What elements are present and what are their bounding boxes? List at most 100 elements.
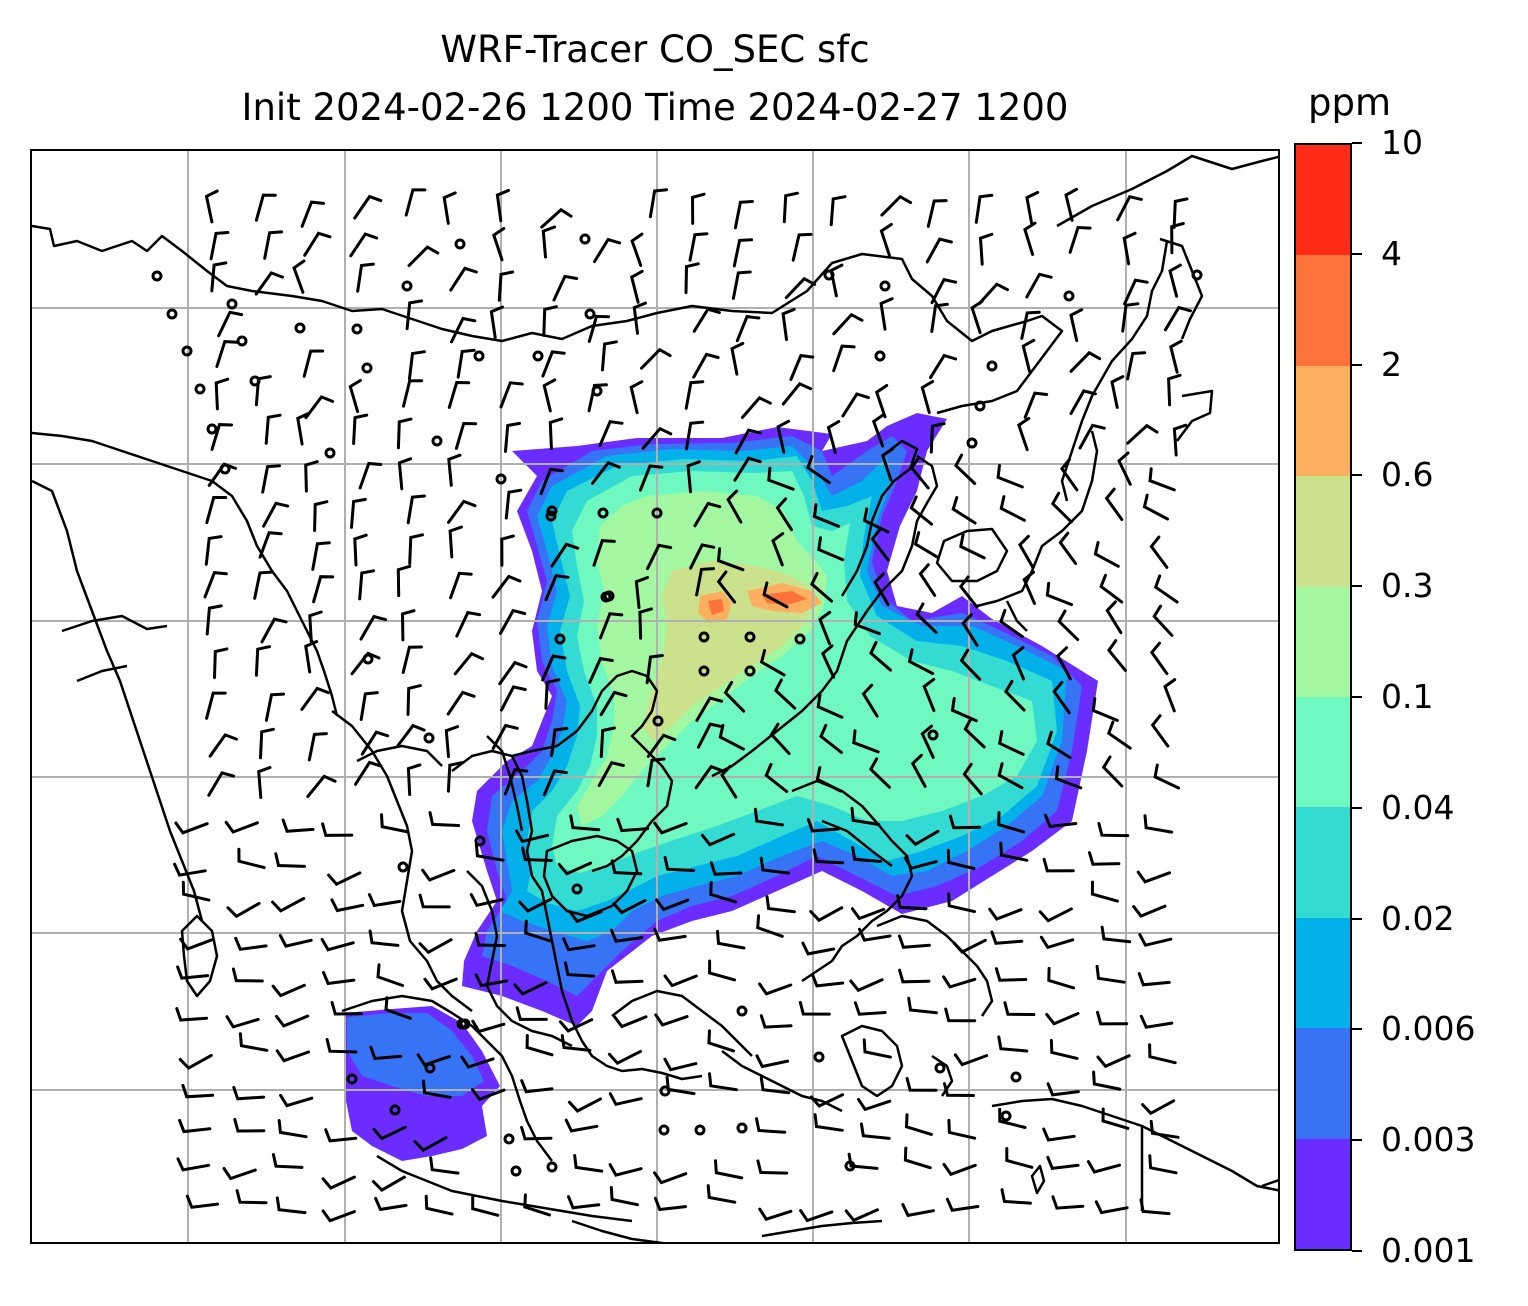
wind-barb	[275, 1049, 310, 1063]
wind-barb	[423, 977, 458, 991]
wind-barb	[1169, 339, 1183, 374]
wind-barb	[208, 733, 238, 758]
wind-barb	[947, 1118, 977, 1140]
wind-barb	[515, 829, 550, 844]
wind-barb	[253, 570, 274, 600]
calm-wind-marker	[362, 653, 374, 665]
wind-barb	[907, 648, 935, 675]
wind-barb	[723, 680, 746, 713]
wind-barb	[1106, 720, 1132, 750]
wind-barb	[609, 928, 644, 943]
calm-wind-marker	[194, 383, 206, 395]
wind-barb	[950, 697, 978, 723]
wind-barb	[601, 340, 618, 372]
wind-barb	[918, 563, 937, 597]
wind-barb	[690, 192, 706, 225]
wind-barb	[327, 871, 362, 887]
wind-barb	[871, 413, 885, 448]
wind-barb	[634, 576, 650, 610]
colorbar-tick-label: 0.003	[1381, 1120, 1476, 1160]
wind-barb	[359, 614, 388, 641]
colorbar-tick-label: 0.04	[1381, 787, 1455, 827]
wind-barb	[726, 489, 743, 524]
wind-barb	[176, 965, 210, 980]
wind-barb	[759, 1014, 793, 1029]
wind-barb	[773, 678, 797, 710]
wind-barb	[791, 232, 813, 262]
wind-barb	[330, 1000, 363, 1016]
calm-wind-marker	[744, 665, 756, 677]
wind-barb	[798, 1000, 831, 1016]
wind-barb	[806, 818, 840, 833]
calm-wind-marker	[503, 1133, 515, 1145]
wind-barb	[641, 426, 673, 450]
wind-barb	[758, 1207, 793, 1221]
wind-barb	[716, 929, 746, 950]
colorbar-tick-label: 0.006	[1381, 1009, 1476, 1049]
wind-barb	[1044, 813, 1078, 829]
wind-barb	[963, 717, 986, 749]
wind-barb	[321, 822, 354, 837]
wind-barb	[262, 501, 290, 528]
wind-barb	[629, 269, 644, 304]
wind-barb	[654, 1013, 689, 1027]
wind-barb	[300, 200, 325, 228]
wind-barb	[862, 1038, 892, 1059]
wind-barb	[776, 419, 791, 454]
wind-barb	[1069, 308, 1084, 343]
wind-barb	[765, 895, 796, 914]
map-title-line2: Init 2024-02-26 1200 Time 2024-02-27 120…	[241, 86, 1069, 129]
wind-barb	[453, 651, 485, 676]
wind-barb	[873, 572, 890, 607]
wind-barb	[653, 1171, 688, 1185]
wind-barb	[471, 1088, 506, 1102]
wind-barb	[568, 910, 603, 924]
wind-barb	[587, 314, 610, 343]
wind-barb	[552, 274, 579, 302]
wind-barb	[281, 818, 315, 833]
wind-barb	[217, 310, 244, 338]
wind-barb	[1046, 1082, 1080, 1097]
wind-barb	[608, 1163, 643, 1177]
wind-barb	[1123, 278, 1149, 306]
wind-barb	[424, 1194, 454, 1216]
calm-wind-marker	[844, 1160, 856, 1172]
wind-barb	[349, 232, 379, 258]
calm-wind-marker	[424, 1062, 436, 1074]
wind-barb	[360, 730, 390, 756]
wind-barb	[277, 1119, 308, 1139]
wind-barb	[304, 460, 319, 493]
wind-barb	[497, 270, 515, 302]
wind-barb	[474, 842, 505, 862]
wind-barb	[1121, 302, 1140, 333]
wind-barb	[655, 898, 690, 912]
wind-barb	[1149, 1119, 1180, 1139]
wind-barb	[832, 312, 864, 336]
wind-barb	[832, 344, 856, 373]
wind-barb	[1136, 870, 1171, 884]
colorbar-segment	[1296, 917, 1350, 1029]
wind-barb	[421, 868, 456, 882]
wind-barb	[353, 533, 368, 567]
wind-barb	[321, 1209, 356, 1223]
wind-barb	[974, 193, 994, 224]
wind-barb	[1068, 225, 1092, 254]
wind-barb	[844, 1208, 879, 1223]
wind-barb	[812, 848, 845, 865]
calm-wind-marker	[1063, 290, 1075, 302]
wind-barb	[946, 848, 976, 870]
wind-barb	[416, 1053, 451, 1067]
calm-wind-marker	[510, 1165, 522, 1177]
wind-barb	[959, 533, 986, 560]
wind-barb	[1148, 467, 1176, 492]
calm-wind-marker	[874, 350, 886, 362]
wind-barb	[759, 856, 791, 875]
wind-barb	[330, 898, 365, 913]
wind-barb	[471, 1019, 506, 1034]
calm-wind-marker	[401, 280, 413, 292]
wind-barb	[1110, 375, 1125, 409]
wind-barb	[312, 575, 335, 604]
calm-wind-marker	[579, 233, 591, 245]
wind-barb	[1023, 221, 1037, 256]
wind-barb	[758, 982, 793, 996]
